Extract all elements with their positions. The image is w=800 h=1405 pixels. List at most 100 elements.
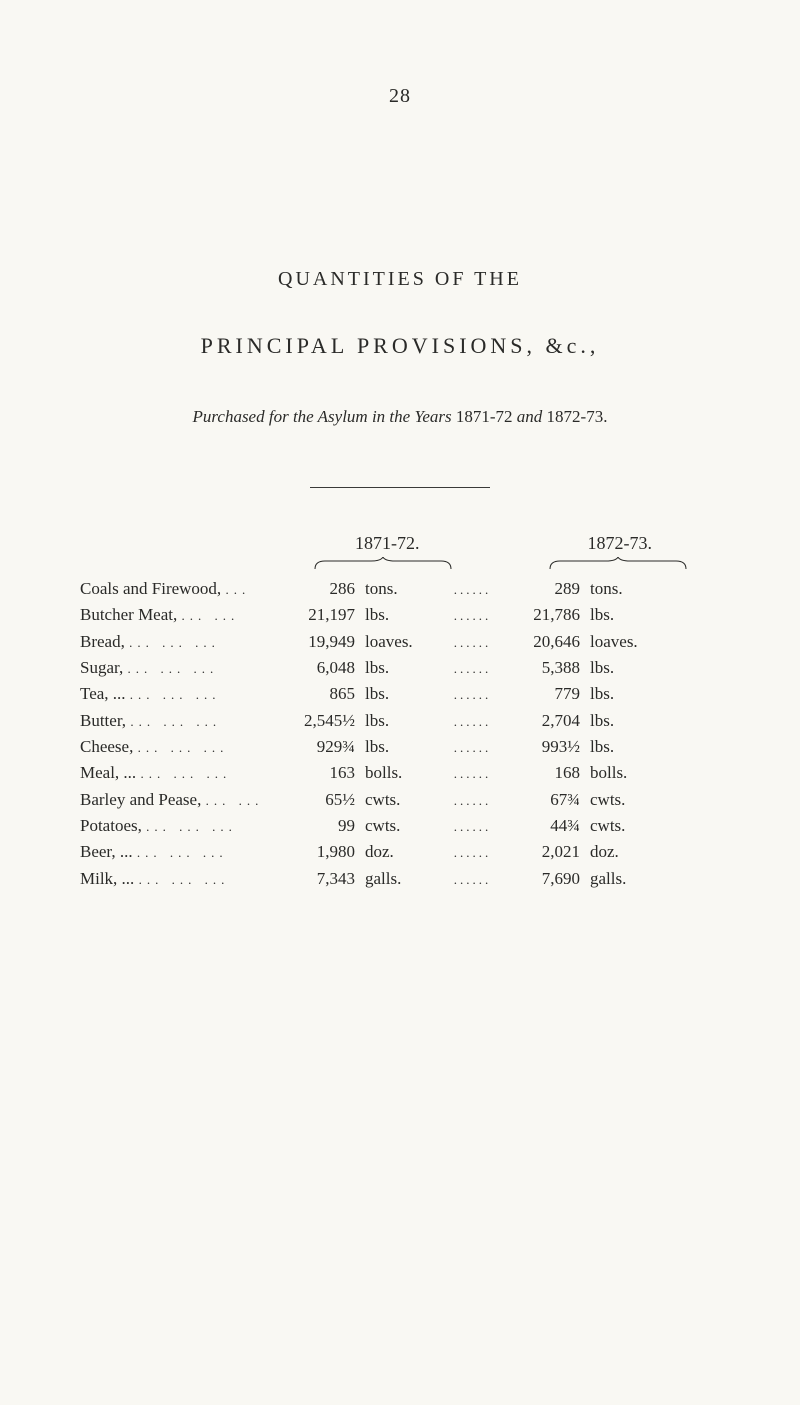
unit-1872: lbs. [580,681,660,707]
unit-1872: tons. [580,576,660,602]
separator-dots: ...... [435,606,510,626]
value-1872: 2,704 [510,708,580,734]
unit-1871: lbs. [355,681,435,707]
unit-1871: cwts. [355,813,435,839]
subtitle-part1: Purchased for the Asylum in the Years [193,407,452,426]
value-1871: 1,980 [285,839,355,865]
horizontal-divider [310,487,490,488]
value-1871: 929¾ [285,734,355,760]
separator-dots: ...... [435,791,510,811]
value-1871: 2,545½ [285,708,355,734]
unit-1872: lbs. [580,602,660,628]
item-name: Tea, ... ... ... ... [80,681,285,707]
unit-1872: cwts. [580,813,660,839]
separator-dots: ...... [435,843,510,863]
separator-dots: ...... [435,764,510,784]
year-header-left: 1871-72. [355,533,420,554]
unit-1871: lbs. [355,734,435,760]
unit-1871: bolls. [355,760,435,786]
year-headers-row: 1871-72. 1872-73. [0,533,800,554]
value-1872: 21,786 [510,602,580,628]
value-1872: 168 [510,760,580,786]
value-1871: 19,949 [285,629,355,655]
table-row: Bread, ... ... ...19,949loaves.......20,… [0,629,800,655]
subtitle-and: and [517,407,543,426]
title-quantities: QUANTITIES OF THE [0,268,800,291]
subtitle-year2: 1872-73. [547,407,608,426]
item-name: Bread, ... ... ... [80,629,285,655]
table-row: Milk, ... ... ... ...7,343galls.......7,… [0,866,800,892]
item-name: Sugar, ... ... ... [80,655,285,681]
value-1871: 163 [285,760,355,786]
unit-1872: lbs. [580,708,660,734]
unit-1871: lbs. [355,602,435,628]
table-row: Barley and Pease, ... ...65½cwts.......6… [0,787,800,813]
table-row: Tea, ... ... ... ...865lbs.......779lbs. [0,681,800,707]
unit-1872: lbs. [580,655,660,681]
item-name: Barley and Pease, ... ... [80,787,285,813]
unit-1872: galls. [580,866,660,892]
unit-1872: cwts. [580,787,660,813]
year-header-right: 1872-73. [588,533,653,554]
unit-1871: lbs. [355,708,435,734]
brace-left-icon [313,556,453,568]
value-1872: 44¾ [510,813,580,839]
unit-1871: loaves. [355,629,435,655]
value-1871: 7,343 [285,866,355,892]
value-1871: 99 [285,813,355,839]
value-1871: 286 [285,576,355,602]
brace-right-icon [548,556,688,568]
brace-row [0,556,800,570]
separator-dots: ...... [435,580,510,600]
unit-1871: tons. [355,576,435,602]
item-name: Potatoes, ... ... ... [80,813,285,839]
item-name: Butcher Meat, ... ... [80,602,285,628]
value-1872: 7,690 [510,866,580,892]
item-name: Coals and Firewood, ... [80,576,285,602]
table-row: Butcher Meat, ... ...21,197lbs.......21,… [0,602,800,628]
unit-1871: cwts. [355,787,435,813]
separator-dots: ...... [435,633,510,653]
item-name: Cheese, ... ... ... [80,734,285,760]
item-name: Milk, ... ... ... ... [80,866,285,892]
value-1872: 5,388 [510,655,580,681]
table-row: Cheese, ... ... ...929¾lbs.......993½lbs… [0,734,800,760]
table-row: Potatoes, ... ... ...99cwts.......44¾cwt… [0,813,800,839]
data-table: Coals and Firewood, ...286tons.......289… [0,576,800,892]
unit-1871: doz. [355,839,435,865]
value-1872: 993½ [510,734,580,760]
separator-dots: ...... [435,738,510,758]
separator-dots: ...... [435,817,510,837]
item-name: Meal, ... ... ... ... [80,760,285,786]
unit-1871: lbs. [355,655,435,681]
table-row: Coals and Firewood, ...286tons.......289… [0,576,800,602]
unit-1872: doz. [580,839,660,865]
value-1871: 65½ [285,787,355,813]
table-row: Sugar, ... ... ...6,048lbs.......5,388lb… [0,655,800,681]
value-1871: 6,048 [285,655,355,681]
unit-1872: lbs. [580,734,660,760]
value-1872: 20,646 [510,629,580,655]
item-name: Butter, ... ... ... [80,708,285,734]
page-number: 28 [0,0,800,108]
table-row: Beer, ... ... ... ...1,980doz.......2,02… [0,839,800,865]
table-row: Meal, ... ... ... ...163bolls.......168b… [0,760,800,786]
unit-1872: bolls. [580,760,660,786]
separator-dots: ...... [435,685,510,705]
separator-dots: ...... [435,712,510,732]
item-name: Beer, ... ... ... ... [80,839,285,865]
value-1872: 67¾ [510,787,580,813]
value-1872: 779 [510,681,580,707]
unit-1871: galls. [355,866,435,892]
title-principal-provisions: PRINCIPAL PROVISIONS, &c., [0,333,800,359]
table-row: Butter, ... ... ...2,545½lbs.......2,704… [0,708,800,734]
value-1871: 21,197 [285,602,355,628]
separator-dots: ...... [435,659,510,679]
value-1872: 2,021 [510,839,580,865]
separator-dots: ...... [435,870,510,890]
subtitle-purchased: Purchased for the Asylum in the Years 18… [0,407,800,427]
unit-1872: loaves. [580,629,660,655]
subtitle-year1: 1871-72 [456,407,513,426]
value-1872: 289 [510,576,580,602]
value-1871: 865 [285,681,355,707]
